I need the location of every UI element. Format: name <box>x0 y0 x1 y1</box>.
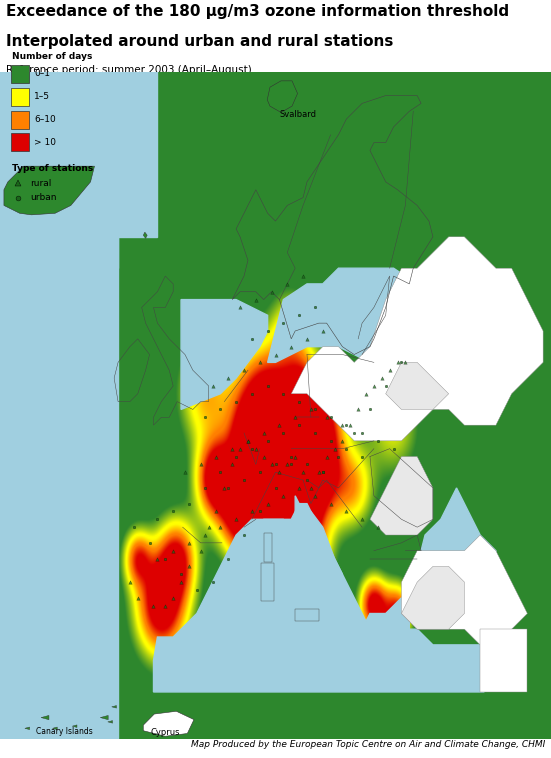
Text: Cyprus: Cyprus <box>150 728 180 737</box>
Polygon shape <box>362 598 409 660</box>
Polygon shape <box>295 496 342 622</box>
Polygon shape <box>370 456 433 535</box>
Polygon shape <box>154 503 484 692</box>
Text: Type of stations: Type of stations <box>12 164 93 174</box>
Polygon shape <box>108 721 112 723</box>
Text: Interpolated around urban and rural stations: Interpolated around urban and rural stat… <box>6 35 393 49</box>
Bar <box>10 133 29 152</box>
Polygon shape <box>143 711 194 736</box>
Polygon shape <box>480 629 527 692</box>
Polygon shape <box>386 362 449 409</box>
Text: Reference period: summer 2003 (April–August): Reference period: summer 2003 (April–Aug… <box>6 65 251 75</box>
Polygon shape <box>100 716 108 720</box>
Polygon shape <box>72 725 77 728</box>
Text: Exceedance of the 180 μg/m3 ozone information threshold: Exceedance of the 180 μg/m3 ozone inform… <box>6 4 509 19</box>
Text: Canary Islands: Canary Islands <box>36 727 93 736</box>
Polygon shape <box>41 716 49 720</box>
Polygon shape <box>25 727 30 730</box>
Polygon shape <box>0 64 118 268</box>
Bar <box>10 88 29 106</box>
Polygon shape <box>417 488 496 566</box>
Polygon shape <box>268 268 433 362</box>
Polygon shape <box>0 64 228 236</box>
Text: rural: rural <box>30 179 51 188</box>
Polygon shape <box>4 166 94 215</box>
Polygon shape <box>291 236 543 441</box>
Polygon shape <box>267 81 298 112</box>
Text: Svalbard: Svalbard <box>279 110 316 119</box>
Text: urban: urban <box>30 193 56 202</box>
Polygon shape <box>402 566 464 629</box>
Text: 0–1: 0–1 <box>34 70 50 79</box>
Bar <box>10 65 29 83</box>
Polygon shape <box>181 299 268 409</box>
Polygon shape <box>112 706 116 708</box>
Text: Map Produced by the European Topic Centre on Air and Climate Change, CHMI: Map Produced by the European Topic Centr… <box>191 740 545 749</box>
Polygon shape <box>252 519 319 629</box>
Polygon shape <box>143 232 147 238</box>
Text: 1–5: 1–5 <box>34 92 50 102</box>
Polygon shape <box>402 535 527 645</box>
Text: 6–10: 6–10 <box>34 115 56 124</box>
Polygon shape <box>52 727 57 730</box>
Polygon shape <box>0 64 118 739</box>
Bar <box>10 111 29 129</box>
Text: > 10: > 10 <box>34 138 56 147</box>
Text: Number of days: Number of days <box>12 52 92 61</box>
